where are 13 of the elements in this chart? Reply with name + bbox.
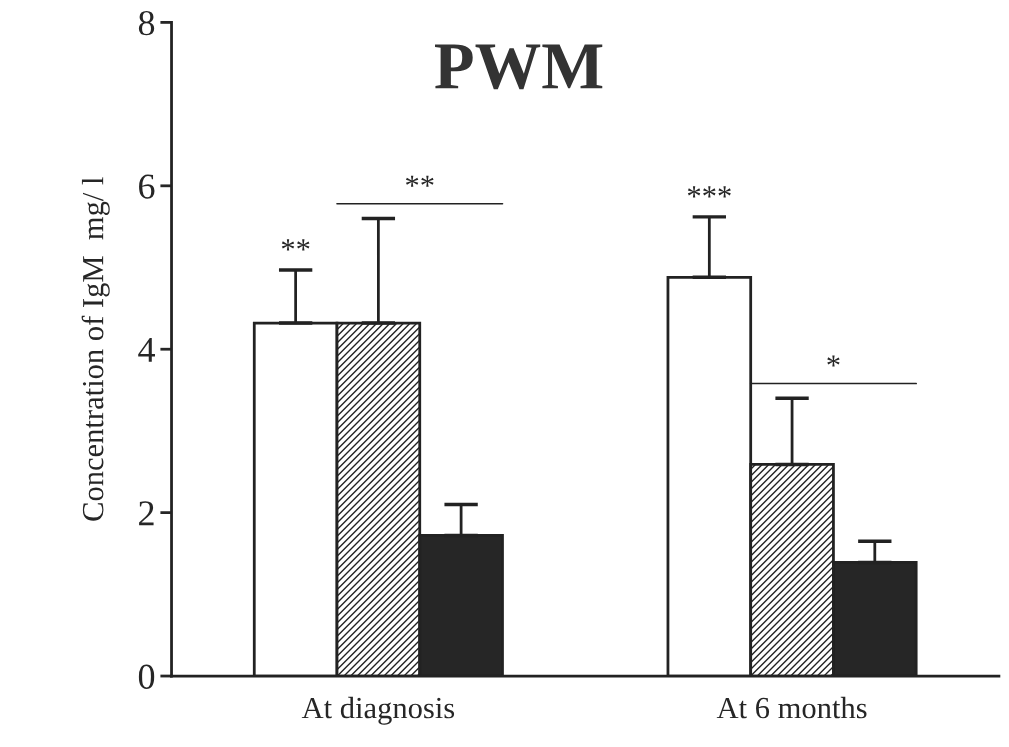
annotation: *** (687, 186, 731, 198)
y-tick-label: 2 (139, 501, 154, 526)
y-tick-label: 8 (138, 10, 155, 36)
y-tick-label: 6 (139, 174, 155, 199)
x-tick-label: At diagnosis (301, 696, 455, 725)
x-tick-label: At 6 months (716, 696, 867, 719)
y-axis-title: Concentration of IgM mg/ l (81, 177, 110, 521)
y-tick-label: 0 (138, 664, 155, 689)
annotation: ** (405, 175, 434, 187)
chart-title: PWM (435, 44, 603, 90)
y-tick-label: 4 (138, 337, 155, 362)
annotation: ** (281, 239, 310, 251)
annotation: * (827, 355, 840, 367)
